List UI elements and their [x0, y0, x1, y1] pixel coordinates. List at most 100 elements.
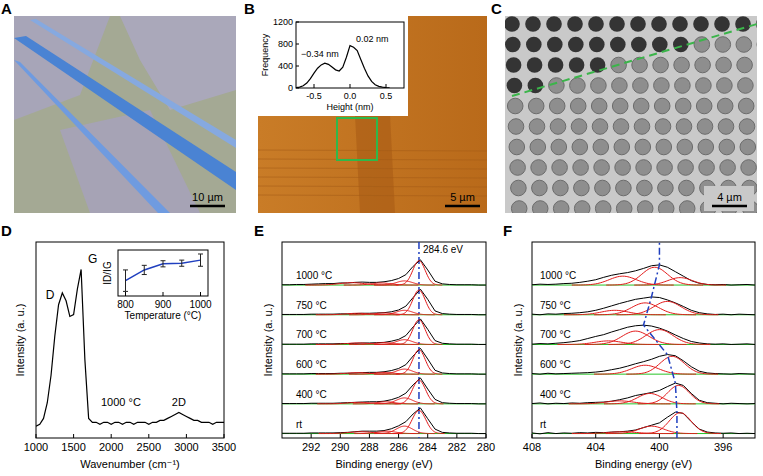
x-tick-label: 0.0 — [344, 91, 357, 101]
y-tick — [296, 66, 299, 67]
hole — [567, 16, 583, 32]
hole — [736, 37, 752, 53]
fit-component — [396, 290, 443, 315]
series-label: 1000 °C — [296, 270, 332, 281]
x-tick-label: 1500 — [61, 441, 85, 453]
hole — [630, 16, 646, 32]
x-tick — [427, 434, 428, 438]
scale-bar-label: 5 µm — [450, 191, 475, 203]
hole — [532, 180, 548, 196]
hole — [551, 139, 567, 155]
x-tick — [486, 434, 487, 438]
x-tick — [350, 84, 351, 88]
hole — [552, 160, 568, 176]
hole — [634, 119, 650, 135]
fit-component — [604, 393, 696, 403]
hole — [610, 37, 626, 53]
x-tick-label: 3500 — [212, 441, 236, 453]
hole — [654, 78, 670, 94]
hole — [509, 139, 525, 155]
flake — [120, 16, 236, 110]
hole — [635, 139, 651, 155]
hole — [595, 180, 611, 196]
fit-component — [319, 432, 403, 434]
fit-component — [572, 276, 674, 285]
peak-label: 0.02 nm — [356, 34, 389, 44]
hole — [696, 98, 712, 114]
fit-component — [594, 365, 696, 374]
panel-letter: A — [1, 0, 12, 17]
x-tick — [340, 434, 341, 438]
hole — [549, 98, 565, 114]
optical-image — [14, 16, 236, 213]
hole — [569, 57, 585, 73]
hole — [693, 16, 709, 32]
error-stem — [200, 254, 201, 266]
y-tick — [296, 44, 299, 45]
fit-component — [316, 373, 400, 374]
hole — [505, 37, 521, 53]
hole — [574, 180, 590, 196]
x-tick — [659, 434, 660, 438]
x-tick-label: 900 — [155, 299, 172, 310]
fit-component — [317, 402, 401, 403]
fit-component — [638, 385, 720, 403]
spectrum — [532, 265, 755, 285]
hole — [655, 119, 671, 135]
scan-line — [258, 186, 487, 187]
hole — [589, 37, 605, 53]
hole — [697, 119, 713, 135]
fit-component — [394, 380, 443, 404]
hole — [718, 119, 734, 135]
x-tick — [398, 434, 399, 438]
hole — [553, 201, 569, 213]
hole — [593, 139, 609, 155]
hole — [511, 201, 527, 213]
x-tick — [125, 292, 126, 296]
fit-component — [374, 369, 435, 374]
reference-label: 284.6 eV — [423, 244, 463, 255]
hole — [696, 78, 712, 94]
spectrum — [282, 260, 486, 285]
scan-line — [258, 150, 487, 151]
series-label: 600 °C — [540, 359, 571, 370]
hole — [506, 57, 522, 73]
panel-letter: C — [491, 0, 502, 17]
hole — [510, 160, 526, 176]
x-tick-label: 2000 — [99, 441, 123, 453]
hole — [568, 37, 584, 53]
error-cap — [123, 269, 128, 270]
x-tick — [723, 434, 724, 438]
plot-frame — [282, 242, 486, 438]
xps-n1s-panel: 408404400396Binding energy (eV)Intensity… — [512, 242, 755, 470]
error-cap — [179, 260, 184, 261]
peak-label: 2D — [172, 396, 186, 408]
peak-label: −0.34 nm — [301, 49, 339, 59]
hole — [553, 180, 569, 196]
hole — [505, 16, 520, 32]
hole — [740, 139, 756, 155]
error-bar — [142, 265, 147, 274]
y-axis-title: ID/IG — [102, 261, 113, 285]
hole — [612, 98, 628, 114]
plot-area — [123, 254, 203, 291]
x-tick — [36, 434, 37, 438]
xps-c1s-panel: 292290288286284282280Binding energy (eV)… — [262, 242, 495, 470]
hole — [651, 16, 667, 32]
y-tick — [296, 22, 299, 23]
error-stem — [163, 261, 164, 267]
hole — [570, 78, 586, 94]
hole — [547, 37, 563, 53]
fit-component — [585, 331, 687, 344]
peak-label: D — [46, 288, 55, 302]
x-tick — [148, 434, 149, 438]
fit-component — [396, 350, 443, 374]
x-tick-label: 1000 — [24, 441, 48, 453]
hole — [678, 160, 694, 176]
fit-component — [594, 303, 696, 315]
streak — [14, 36, 236, 190]
hole — [738, 98, 754, 114]
error-stem — [181, 260, 182, 266]
hole — [717, 98, 733, 114]
hole — [588, 16, 604, 32]
